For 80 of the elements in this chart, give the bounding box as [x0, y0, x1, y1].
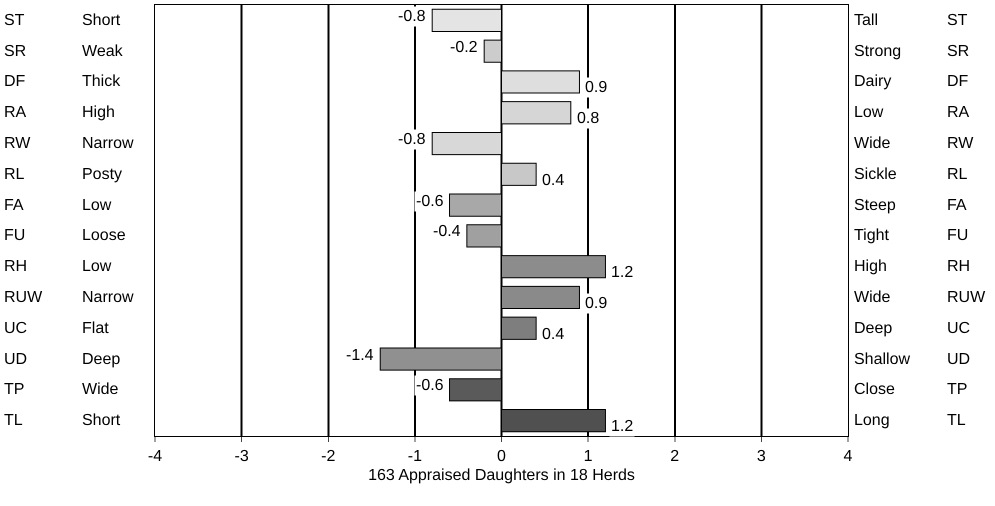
- y2-tick-label: FU: [4, 227, 26, 244]
- data-label: -0.4: [433, 223, 461, 240]
- data-label: 0.4: [542, 326, 564, 343]
- y2-tick-label: TP: [4, 381, 24, 398]
- y2-tick-label: UC: [4, 320, 28, 337]
- data-label: -0.8: [398, 8, 426, 25]
- data-label: -0.8: [398, 131, 426, 148]
- text: Narrow: [82, 135, 134, 152]
- text: Close: [854, 381, 896, 398]
- y-tick-label: UC: [947, 320, 970, 337]
- text: Shallow: [854, 351, 910, 368]
- text: Weak: [82, 43, 124, 60]
- text: Deep: [82, 351, 120, 368]
- y2-tick-label: RL: [4, 166, 25, 183]
- y2-tick-label: UD: [4, 351, 28, 368]
- text: Wide: [854, 289, 891, 306]
- text: Thick: [82, 73, 122, 90]
- y-tick-label: RUW: [947, 289, 986, 306]
- x-tick-label: 3: [756, 448, 766, 466]
- data-label: 0.9: [585, 79, 608, 96]
- y-tick-label: ST: [947, 12, 968, 29]
- text: Short: [82, 412, 121, 429]
- y-tick-label: RW: [947, 135, 974, 152]
- data-label: 0.4: [542, 172, 564, 189]
- text: Long: [854, 412, 890, 429]
- y-tick-label: TP: [947, 381, 968, 398]
- text: Dairy: [854, 73, 892, 90]
- text: Steep: [854, 197, 896, 214]
- y-tick-label: RL: [947, 166, 968, 183]
- y2-tick-label: RUW: [4, 289, 44, 306]
- text: Deep: [854, 320, 892, 337]
- text: Wide: [854, 135, 891, 152]
- data-label: -1.4: [346, 347, 374, 364]
- data-label: -0.2: [450, 39, 478, 56]
- y-tick-label: FA: [947, 197, 967, 214]
- text: Low: [854, 104, 884, 121]
- text: Low: [82, 258, 112, 275]
- text: Wide: [82, 381, 119, 398]
- y2-tick-label: RW: [4, 135, 32, 152]
- y2-tick-label: TL: [4, 412, 23, 429]
- text: High: [82, 104, 115, 121]
- y2-tick-label: RA: [4, 104, 27, 121]
- text: High: [854, 258, 887, 275]
- text: Narrow: [82, 289, 134, 306]
- data-label: -0.6: [416, 377, 444, 394]
- x-axis-title: 163 Appraised Daughters in 18 Herds: [368, 466, 635, 484]
- x-tick-label: 1: [584, 448, 593, 466]
- y2-tick-label: RH: [4, 258, 28, 275]
- x-tick-label: 2: [670, 448, 680, 466]
- data-label: 0.8: [577, 110, 600, 127]
- x-tick-label: 4: [844, 448, 853, 466]
- x-tick-label: -1: [408, 448, 422, 466]
- text: Short: [82, 12, 121, 29]
- data-label: 0.9: [585, 295, 608, 312]
- y-tick-label: RH: [947, 258, 970, 275]
- x-tick-label: -2: [321, 448, 336, 466]
- data-label: 1.2: [611, 418, 634, 435]
- x-tick-label: -4: [148, 448, 162, 466]
- y-tick-label: SR: [947, 43, 970, 60]
- text: Sickle: [854, 166, 897, 183]
- y-tick-label: RA: [947, 104, 970, 121]
- x-tick-label: -3: [234, 448, 249, 466]
- text: Strong: [854, 43, 902, 60]
- text: Posty: [82, 166, 122, 183]
- text: Low: [82, 197, 112, 214]
- y-tick-label: FU: [947, 227, 968, 244]
- y2-tick-label: SR: [4, 43, 26, 60]
- y-tick-label: UD: [947, 351, 970, 368]
- x-tick-label: 0: [497, 448, 506, 466]
- y2-tick-label: ST: [4, 12, 25, 29]
- text: Loose: [82, 227, 126, 244]
- text: Tight: [854, 227, 890, 244]
- data-label: -0.6: [416, 193, 444, 210]
- text: Flat: [82, 320, 110, 337]
- y2-tick-label: DF: [4, 73, 26, 90]
- text: Tall: [854, 12, 878, 29]
- y-tick-label: DF: [947, 73, 969, 90]
- y-tick-label: TL: [947, 412, 966, 429]
- y2-tick-label: FA: [4, 197, 24, 214]
- data-label: 1.2: [611, 264, 634, 281]
